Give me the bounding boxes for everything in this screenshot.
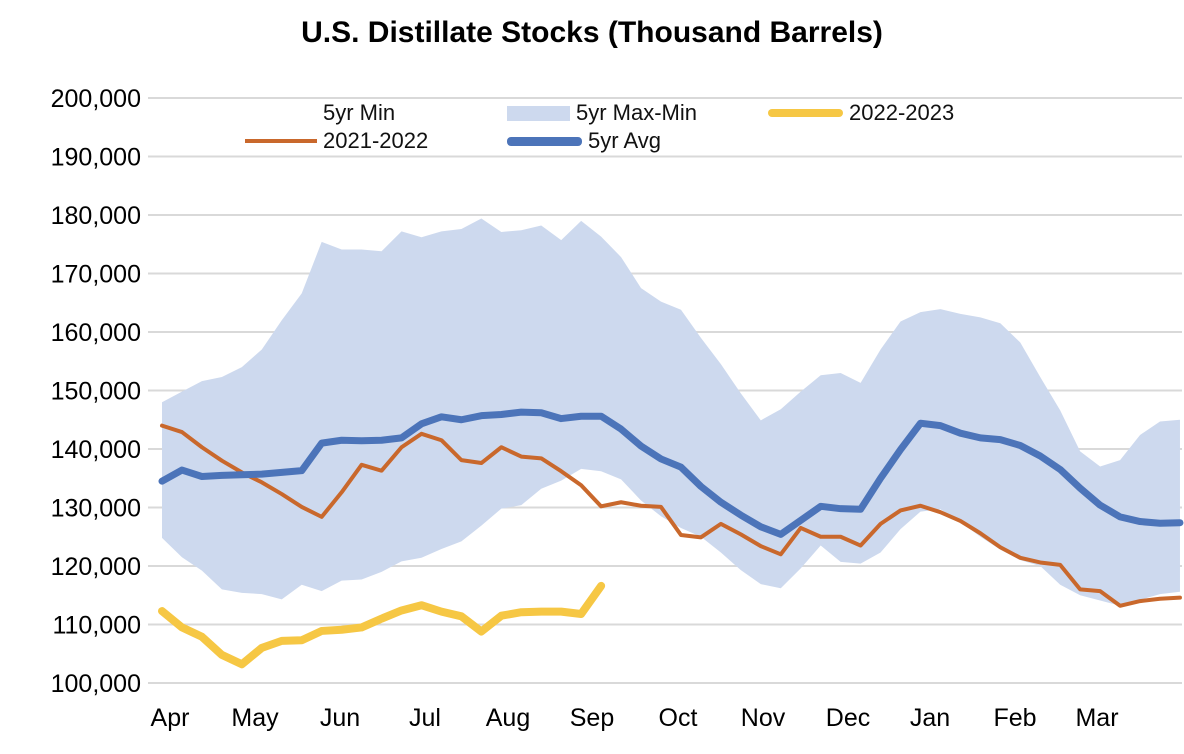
x-axis-tick-label: Sep xyxy=(570,704,614,732)
legend-label-2022-2023: 2022-2023 xyxy=(849,100,955,125)
x-axis-tick-label: Jun xyxy=(320,704,360,732)
y-axis-tick-label: 180,000 xyxy=(51,202,141,230)
series-2022-2023 xyxy=(158,581,606,669)
y-axis-tick-label: 110,000 xyxy=(52,612,141,640)
y-axis-tick-label: 190,000 xyxy=(51,144,141,172)
legend-item-2021-2022: 2021-2022 xyxy=(245,128,428,154)
x-axis-tick-label: Apr xyxy=(151,704,190,732)
band-5yr-max-min xyxy=(162,218,1180,606)
legend-label-5yr-avg: 5yr Avg xyxy=(588,128,661,153)
legend-item-5yr-max-min: 5yr Max-Min xyxy=(507,100,697,126)
y-axis-tick-label: 120,000 xyxy=(51,553,141,581)
y-axis-tick-label: 150,000 xyxy=(51,378,141,406)
legend-label-5yr-max-min: 5yr Max-Min xyxy=(576,100,698,125)
legend-label-5yr-min: 5yr Min xyxy=(323,100,396,125)
legend-label-2021-2022: 2021-2022 xyxy=(323,128,429,153)
y-axis-tick-label: 170,000 xyxy=(51,261,141,289)
x-axis-tick-label: Dec xyxy=(826,704,870,732)
y-axis-tick-label: 140,000 xyxy=(51,436,141,464)
y-axis-tick-label: 100,000 xyxy=(51,670,141,698)
series-2021-2022 xyxy=(160,423,1182,608)
legend-swatch-5yr-max-min xyxy=(507,105,570,121)
series-5yr-avg xyxy=(158,408,1184,538)
x-axis-tick-label: Feb xyxy=(993,704,1036,732)
x-axis-tick-label: Jan xyxy=(910,704,950,732)
x-axis-tick-label: Jul xyxy=(409,704,441,732)
chart-title: U.S. Distillate Stocks (Thousand Barrels… xyxy=(301,16,883,49)
legend-item-5yr-min: 5yr Min xyxy=(245,100,395,126)
legend-item-5yr-avg: 5yr Avg xyxy=(507,128,661,154)
x-axis-tick-label: Oct xyxy=(659,704,698,732)
legend-swatch-5yr-avg xyxy=(507,136,582,146)
legend-swatch-2022-2023 xyxy=(768,109,843,117)
x-axis-tick-label: Nov xyxy=(741,704,786,732)
y-axis-tick-label: 200,000 xyxy=(51,85,141,113)
x-axis-tick-label: Mar xyxy=(1075,704,1118,732)
x-axis-tick-label: Aug xyxy=(486,704,530,732)
legend-item-2022-2023: 2022-2023 xyxy=(768,100,954,126)
y-axis-tick-label: 160,000 xyxy=(51,319,141,347)
legend-swatch-2021-2022 xyxy=(245,139,317,143)
x-axis-tick-label: May xyxy=(231,704,279,732)
y-axis-tick-label: 130,000 xyxy=(51,495,141,523)
legend-swatch-5yr-min xyxy=(245,111,317,115)
